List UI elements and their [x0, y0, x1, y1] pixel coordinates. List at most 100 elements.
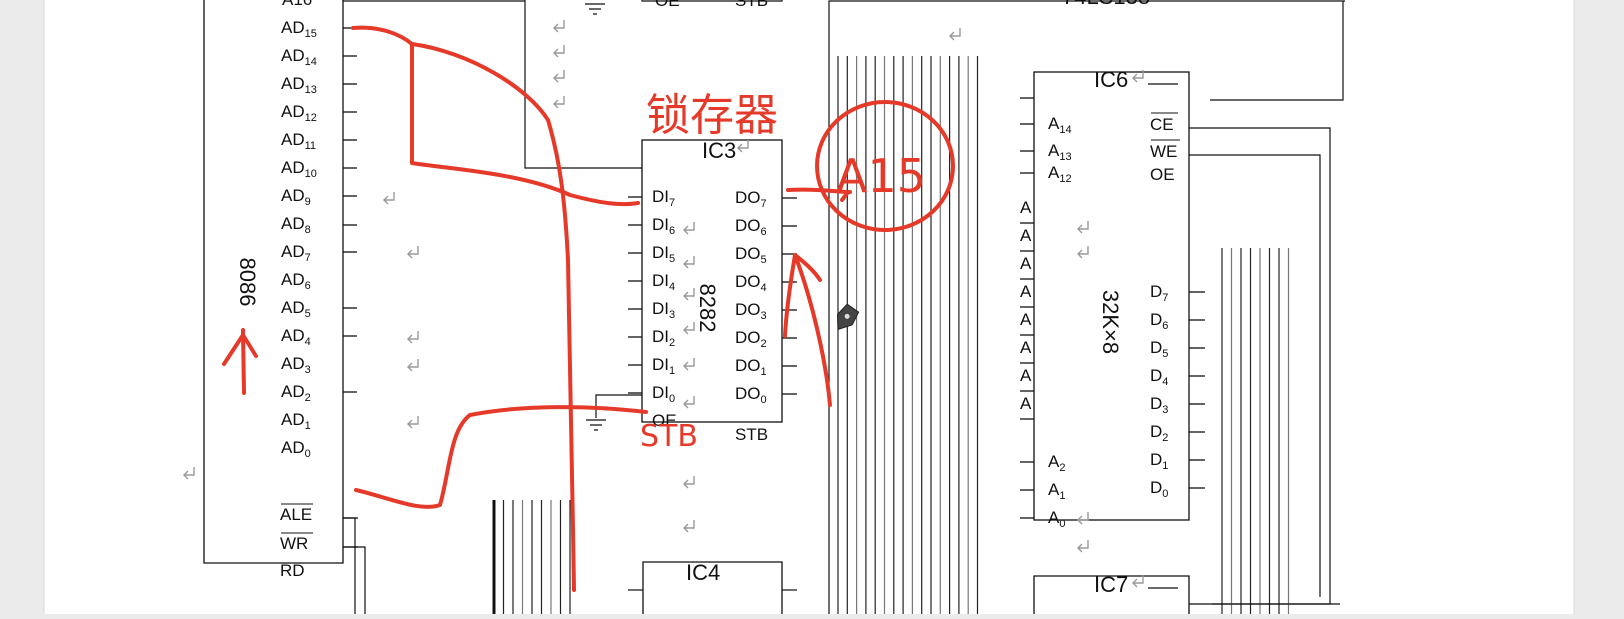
latch-outputs: DO7 DO6 DO5 DO4 DO3 DO2 DO1 DO0 — [735, 188, 797, 406]
ram-pin-a-partial: A — [1020, 394, 1032, 413]
ram-pin-a-partial: A — [1020, 366, 1032, 385]
ram-pin-d3: D3 — [1150, 394, 1168, 416]
return-mark-icon — [1132, 575, 1144, 588]
ram-pin-oe: OE — [1150, 165, 1175, 184]
cpu-control-pins: ALE WR RD — [280, 503, 366, 614]
ram-pin-a14: A14 — [1048, 114, 1072, 136]
latch-pin-di1: DI1 — [652, 355, 675, 377]
cpu-pin-ad3: AD3 — [281, 354, 311, 376]
cpu-pin-ale: ALE — [280, 505, 312, 524]
a15-annotation: A15 — [836, 149, 926, 203]
latch-inputs: DI7 DI6 DI5 DI4 DI3 DI2 DI1 DI0 — [628, 187, 675, 405]
cpu-pin-rd: RD — [280, 561, 305, 580]
latch-pin-di3: DI3 — [652, 299, 675, 321]
cpu-pin-ad0: AD0 — [281, 438, 311, 460]
ram-pin-d6: D6 — [1150, 310, 1168, 332]
ram-pin-d4: D4 — [1150, 366, 1168, 388]
return-mark-icon — [683, 476, 695, 489]
handwritten-annotations — [222, 25, 955, 592]
cpu-pin-ad8: AD8 — [281, 214, 311, 236]
cpu-pin-ad10: AD10 — [281, 158, 317, 180]
cpu-pin-ad12: AD12 — [281, 102, 317, 124]
address-bus-lines — [837, 56, 979, 614]
return-mark-icon — [1077, 221, 1089, 234]
return-marks — [183, 20, 1144, 588]
latch-top-oe: OE — [655, 0, 680, 10]
latch-pin-do6: DO6 — [735, 216, 767, 238]
ram-pin-a-partial: A — [1020, 254, 1032, 273]
latch-pin-do7: DO7 — [735, 188, 767, 210]
return-mark-icon — [407, 359, 419, 372]
cpu-top-pin: A16 — [282, 0, 312, 9]
return-mark-icon — [683, 288, 695, 301]
return-mark-icon — [683, 322, 695, 335]
return-mark-icon — [553, 96, 565, 109]
return-mark-icon — [1077, 540, 1089, 553]
cpu-pin-ad11: AD11 — [281, 130, 316, 152]
cpu-pin-ad2: AD2 — [281, 382, 311, 404]
ram-data-pins: D7 D6 D5 D4 D3 D2 D1 D0 — [1150, 282, 1205, 500]
cpu-address-data-pins: AD15 AD14 AD13 AD12 AD11 AD10 AD9 AD8 AD7 AD6 AD5 A… — [281, 18, 357, 460]
return-mark-icon — [407, 331, 419, 344]
ic7-chip: IC7 — [1033, 572, 1340, 614]
latch-pin-do1: DO1 — [735, 356, 767, 378]
ic4-ref: IC4 — [686, 560, 720, 585]
cpu-pin-ad13: AD13 — [281, 74, 317, 96]
ram-pin-d7: D7 — [1150, 282, 1168, 304]
return-mark-icon — [383, 192, 395, 205]
ram-pin-a13: A13 — [1048, 141, 1072, 163]
ram-pin-a-partial: A — [1020, 282, 1032, 301]
ram-pin-ce: CE — [1150, 115, 1174, 134]
cpu-pin-ad1: AD1 — [281, 410, 311, 432]
cpu-name: 8086 — [235, 258, 260, 307]
latch-pin-di2: DI2 — [652, 327, 675, 349]
ram-pin-d1: D1 — [1150, 450, 1168, 472]
ram-pin-d5: D5 — [1150, 338, 1168, 360]
return-mark-icon — [553, 70, 565, 83]
cpu-pin-ad6: AD6 — [281, 270, 311, 292]
return-mark-icon — [683, 222, 695, 235]
return-mark-icon — [683, 396, 695, 409]
ram-pin-d0: D0 — [1150, 478, 1168, 500]
return-mark-icon — [553, 20, 565, 33]
ram-pin-a2: A2 — [1048, 452, 1065, 474]
cpu-pin-ad14: AD14 — [281, 46, 317, 68]
ram-pin-a1: A1 — [1048, 480, 1065, 502]
decoder-name: 74LS138 — [1062, 0, 1150, 9]
latch-pin-di0: DI0 — [652, 383, 675, 405]
ram-pin-d2: D2 — [1150, 422, 1168, 444]
cpu-pin-ad7: AD7 — [281, 242, 311, 264]
latch-ref: IC3 — [702, 138, 736, 163]
ram-pin-a0: A0 — [1048, 508, 1065, 530]
cpu-chip: A16 8086 AD15 AD14 AD13 AD12 AD11 AD10 AD9 AD8 A… — [203, 0, 366, 614]
ic4-chip: IC4 — [628, 560, 797, 614]
return-mark-icon — [407, 246, 419, 259]
cpu-pin-ad4: AD4 — [281, 326, 311, 348]
return-mark-icon — [1132, 70, 1144, 83]
document-page — [44, 0, 1574, 614]
return-mark-icon — [683, 256, 695, 269]
ram-name: 32K×8 — [1098, 290, 1123, 354]
latch-annotation: 锁存器 — [646, 90, 778, 141]
stb-annotation: STB — [640, 419, 698, 454]
latch-pin-do2: DO2 — [735, 328, 767, 350]
bus-lines-left — [492, 500, 571, 614]
latch-pin-stb: STB — [735, 425, 768, 444]
latch-top-fragment: OE STB — [585, 0, 783, 15]
latch-pin-do0: DO0 — [735, 384, 767, 406]
latch-chip: IC3 8282 DI7 DI6 DI5 DI4 DI3 DI2 DI1 DI0 DO7 DO6… — [586, 138, 797, 444]
ic7-ref: IC7 — [1094, 572, 1128, 597]
latch-pin-do3: DO3 — [735, 300, 767, 322]
cpu-pin-ad15: AD15 — [281, 18, 317, 40]
latch-pin-di6: DI6 — [652, 215, 675, 237]
return-mark-icon — [949, 28, 961, 41]
ram-pin-a-partial: A — [1020, 226, 1032, 245]
latch-pin-oe: OE — [652, 411, 677, 430]
cpu-pin-ad9: AD9 — [281, 186, 311, 208]
latch-pin-do4: DO4 — [735, 272, 767, 294]
cpu-pin-wr: WR — [280, 534, 308, 553]
return-mark-icon — [1077, 246, 1089, 259]
